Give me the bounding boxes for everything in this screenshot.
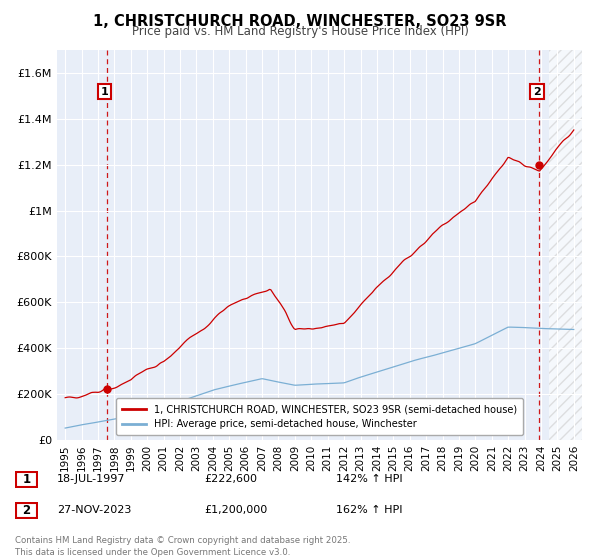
Text: 142% ↑ HPI: 142% ↑ HPI <box>336 474 403 484</box>
Text: 2: 2 <box>533 87 541 97</box>
Text: £1,200,000: £1,200,000 <box>204 505 267 515</box>
Text: Price paid vs. HM Land Registry's House Price Index (HPI): Price paid vs. HM Land Registry's House … <box>131 25 469 38</box>
Text: 27-NOV-2023: 27-NOV-2023 <box>57 505 131 515</box>
Text: 1: 1 <box>101 87 109 97</box>
Text: Contains HM Land Registry data © Crown copyright and database right 2025.
This d: Contains HM Land Registry data © Crown c… <box>15 536 350 557</box>
Text: 1, CHRISTCHURCH ROAD, WINCHESTER, SO23 9SR: 1, CHRISTCHURCH ROAD, WINCHESTER, SO23 9… <box>93 14 507 29</box>
Text: 162% ↑ HPI: 162% ↑ HPI <box>336 505 403 515</box>
Text: 2: 2 <box>22 503 31 517</box>
Text: 1: 1 <box>22 473 31 486</box>
Text: £222,600: £222,600 <box>204 474 257 484</box>
Legend: 1, CHRISTCHURCH ROAD, WINCHESTER, SO23 9SR (semi-detached house), HPI: Average p: 1, CHRISTCHURCH ROAD, WINCHESTER, SO23 9… <box>116 398 523 435</box>
Text: 18-JUL-1997: 18-JUL-1997 <box>57 474 125 484</box>
